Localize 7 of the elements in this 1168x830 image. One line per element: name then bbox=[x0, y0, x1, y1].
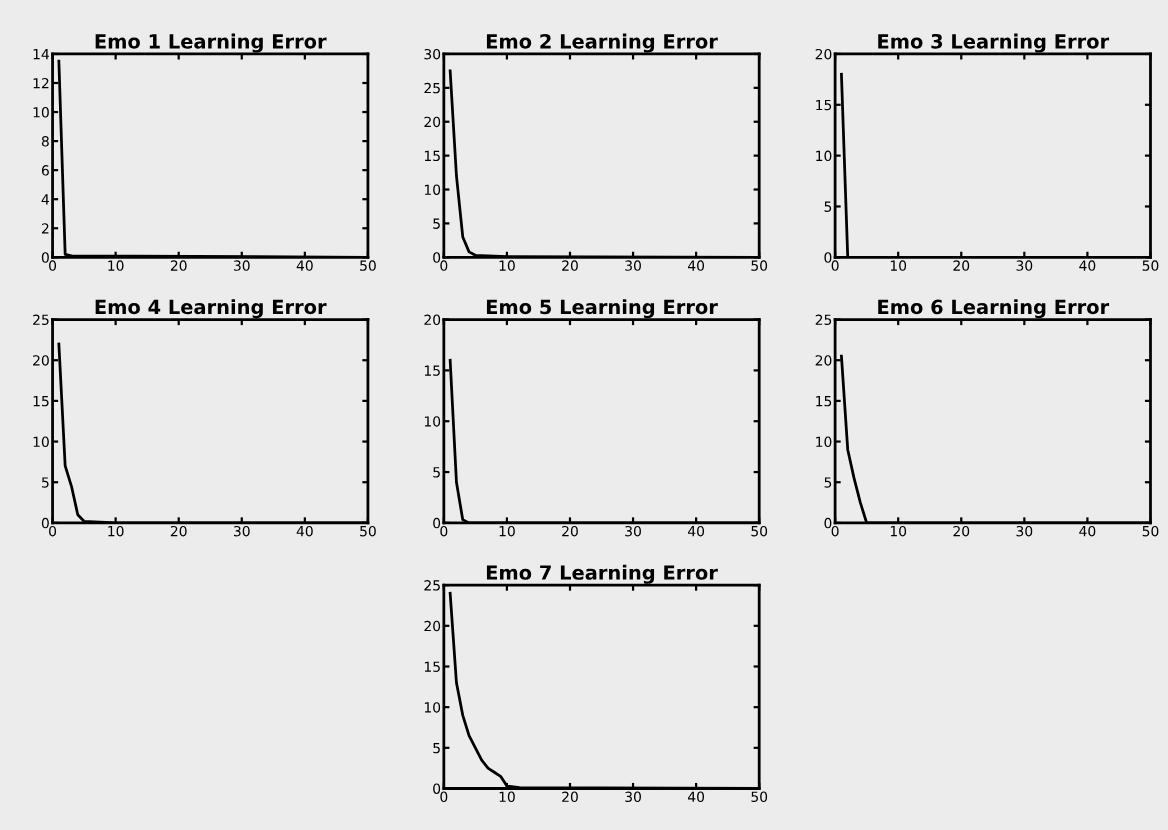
chart-title: Emo 7 Learning Error bbox=[486, 564, 718, 584]
chart-title: Emo 2 Learning Error bbox=[486, 33, 718, 53]
chart-title: Emo 1 Learning Error bbox=[95, 33, 327, 53]
chart-title: Emo 3 Learning Error bbox=[878, 33, 1110, 53]
chart-title: Emo 5 Learning Error bbox=[486, 299, 718, 319]
chart-title: Emo 4 Learning Error bbox=[95, 299, 327, 319]
chart-title: Emo 6 Learning Error bbox=[878, 299, 1110, 319]
